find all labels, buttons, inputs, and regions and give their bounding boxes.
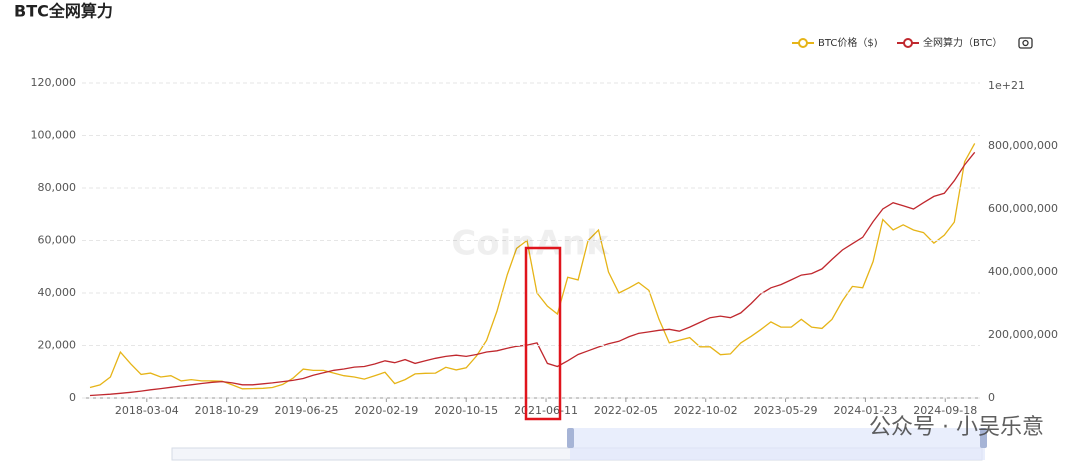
plot (89, 143, 976, 397)
y-tick-label: 60,000 (38, 234, 77, 247)
y2-tick-label: 200,000,000 (988, 328, 1058, 341)
y2-tick-label: 0 (988, 391, 995, 404)
legend-item[interactable]: BTC价格（$) (792, 36, 878, 49)
y2-scale-label: 1e+21 (988, 79, 1025, 92)
y-tick-label: 100,000 (31, 129, 77, 142)
y2-tick-label: 800,000,000 (988, 139, 1058, 152)
y-tick-label: 80,000 (38, 181, 77, 194)
legend-label: BTC价格（$) (818, 36, 878, 49)
zoom-window (570, 428, 985, 460)
y-tick-label: 20,000 (38, 339, 77, 352)
legend-label: 全网算力（BTC） (923, 36, 1002, 49)
camera-icon[interactable] (1018, 37, 1033, 49)
x-tick-label: 2022-10-02 (674, 404, 738, 417)
camera-lens (1022, 39, 1029, 47)
legend: BTC价格（$) 全网算力（BTC） (792, 36, 1002, 49)
x-tick-label: 2022-02-05 (594, 404, 658, 417)
x-tick-label: 2020-02-19 (354, 404, 418, 417)
series-line (89, 151, 976, 397)
series-line (89, 143, 976, 390)
zoom-handle[interactable] (980, 428, 987, 448)
x-tick-label: 2019-06-25 (275, 404, 339, 417)
highlight-box (524, 246, 562, 421)
x-tick-label: 2024-01-23 (833, 404, 897, 417)
legend-item[interactable]: 全网算力（BTC） (897, 36, 1002, 49)
x-tick-label: 2018-10-29 (195, 404, 259, 417)
x-tick-label: 2018-03-04 (115, 404, 179, 417)
x-tick-label: 2024-09-18 (913, 404, 977, 417)
legend-marker (798, 38, 808, 48)
y-tick-label: 40,000 (38, 286, 77, 299)
camera-body (1018, 37, 1033, 49)
y2-tick-label: 400,000,000 (988, 265, 1058, 278)
watermark: CoinAnk (451, 224, 610, 264)
data-zoom[interactable] (171, 428, 987, 461)
y2-tick-label: 600,000,000 (988, 202, 1058, 215)
x-tick-label: 2020-10-15 (434, 404, 498, 417)
legend-marker (903, 38, 913, 48)
y-tick-label: 0 (69, 391, 76, 404)
y-tick-label: 120,000 (31, 76, 77, 89)
x-tick-label: 2021-06-11 (514, 404, 578, 417)
zoom-handle[interactable] (567, 428, 574, 448)
chart-title: BTC全网算力 (14, 2, 113, 21)
overlay-text: 公众号 · 小吴乐意 (869, 415, 1044, 440)
x-tick-label: 2023-05-29 (754, 404, 818, 417)
